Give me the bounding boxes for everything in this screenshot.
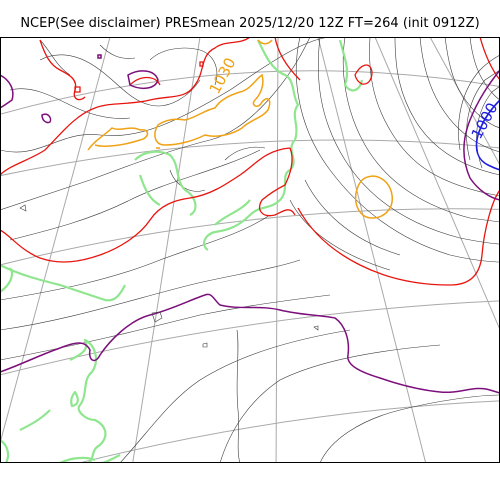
isobar-1000 [475,99,500,171]
graticule [0,37,500,463]
minor-isobars [0,37,500,463]
isobar-1030 [87,39,393,219]
map-frame [0,37,500,463]
isobar-1020 [0,37,500,286]
map-title: NCEP(See disclaimer) PRESmean 2025/12/20… [20,16,480,31]
islands [19,204,319,348]
coastlines [0,39,364,463]
label-1000: 1000 [468,100,500,142]
contour-labels: 1030 1000 [206,55,500,142]
isobar-1010 [0,54,500,394]
